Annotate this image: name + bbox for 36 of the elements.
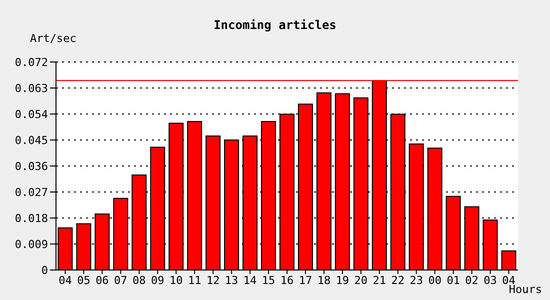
x-tick-label: 11 xyxy=(188,274,202,287)
y-tick-label: 0.063 xyxy=(14,82,48,95)
x-tick-label: 20 xyxy=(354,274,368,287)
x-tick-label: 08 xyxy=(132,274,146,287)
x-tick-label: 10 xyxy=(169,274,183,287)
y-tick-label: 0.072 xyxy=(14,56,48,69)
x-tick-label: 17 xyxy=(298,274,312,287)
x-tick-label: 22 xyxy=(391,274,405,287)
x-tick-label: 00 xyxy=(428,274,442,287)
x-tick-label: 02 xyxy=(465,274,478,287)
x-tick-label: 04 xyxy=(58,274,72,287)
x-tick-label: 21 xyxy=(372,274,386,287)
x-axis-title: Hours xyxy=(508,283,542,296)
x-tick-label: 07 xyxy=(114,274,128,287)
y-axis-title: Art/sec xyxy=(30,32,76,45)
x-tick-label: 01 xyxy=(446,274,460,287)
x-tick-label: 14 xyxy=(243,274,258,287)
chart-title: Incoming articles xyxy=(212,18,338,32)
x-tick-label: 19 xyxy=(336,274,350,287)
x-tick-label: 13 xyxy=(224,274,238,287)
y-tick-label: 0.054 xyxy=(14,108,48,121)
x-tick-label: 03 xyxy=(484,274,497,287)
y-tick-label: 0.009 xyxy=(14,238,48,251)
x-tick-label: 18 xyxy=(317,274,331,287)
x-tick-label: 15 xyxy=(262,274,276,287)
y-tick-label: 0 xyxy=(41,264,48,277)
x-tick-label: 23 xyxy=(410,274,423,287)
y-tick-label: 0.018 xyxy=(14,212,48,225)
x-tick-label: 16 xyxy=(280,274,294,287)
y-tick-label: 0.027 xyxy=(14,186,48,199)
y-tick-label: 0.036 xyxy=(14,160,48,173)
x-tick-label: 09 xyxy=(151,274,164,287)
x-tick-label: 06 xyxy=(96,274,109,287)
y-tick-label: 0.045 xyxy=(14,134,48,147)
x-tick-label: 05 xyxy=(77,274,90,287)
x-tick-label: 12 xyxy=(206,274,220,287)
